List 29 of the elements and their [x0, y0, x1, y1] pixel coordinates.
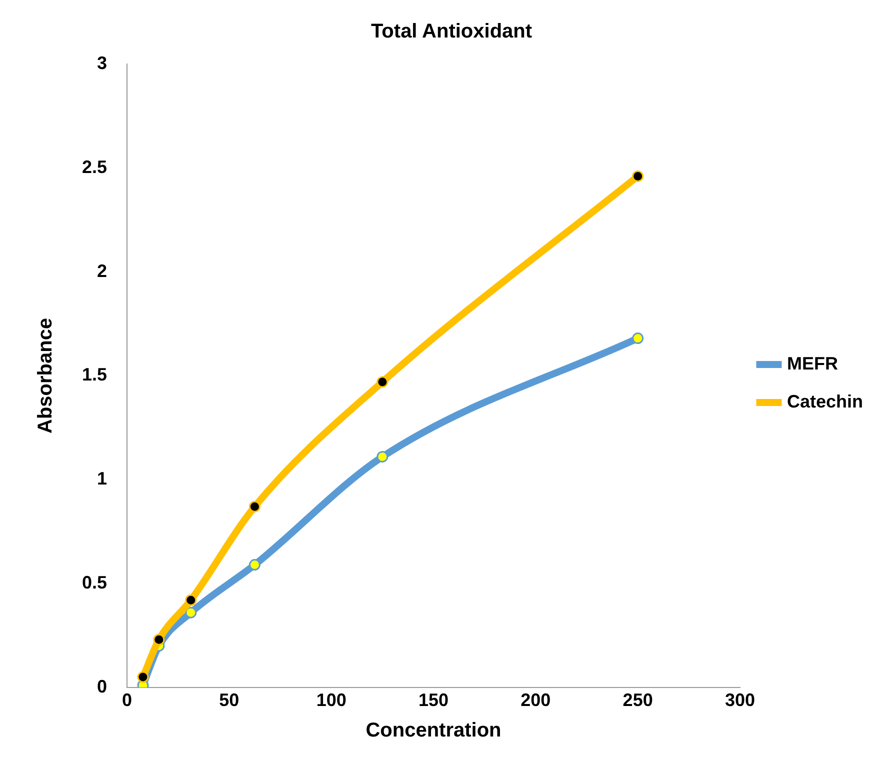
- point: [185, 594, 197, 606]
- point: [248, 500, 260, 512]
- point: [632, 332, 644, 344]
- point: [376, 450, 388, 462]
- point: [185, 606, 197, 618]
- y-tick-label: 1: [97, 468, 108, 489]
- x-tick-label: 200: [520, 690, 551, 710]
- point: [137, 671, 149, 683]
- x-tick-label: 300: [724, 690, 756, 710]
- point: [632, 170, 644, 182]
- y-tick-label: 0.5: [82, 572, 108, 592]
- x-tick-label: 50: [219, 690, 240, 710]
- point: [376, 376, 388, 388]
- x-tick-label: 150: [418, 690, 449, 710]
- y-tick-label: 2.5: [82, 156, 108, 177]
- x-tick-label: 0: [122, 690, 132, 710]
- x-tick-label: 100: [316, 690, 346, 710]
- legend-label: MEFR: [786, 353, 838, 374]
- y-tick-label: 0: [97, 676, 108, 696]
- point: [248, 559, 260, 571]
- chart-title: Total Antioxidant: [370, 20, 532, 43]
- x-axis-title: Concentration: [366, 720, 502, 742]
- point: [153, 634, 165, 646]
- legend-label: Catechin: [786, 391, 864, 412]
- y-tick-label: 2: [97, 260, 108, 281]
- y-tick-label: 1.5: [82, 364, 108, 385]
- y-axis-title: Absorbance: [34, 318, 57, 434]
- y-tick-label: 3: [97, 52, 108, 73]
- x-tick-label: 250: [622, 690, 653, 710]
